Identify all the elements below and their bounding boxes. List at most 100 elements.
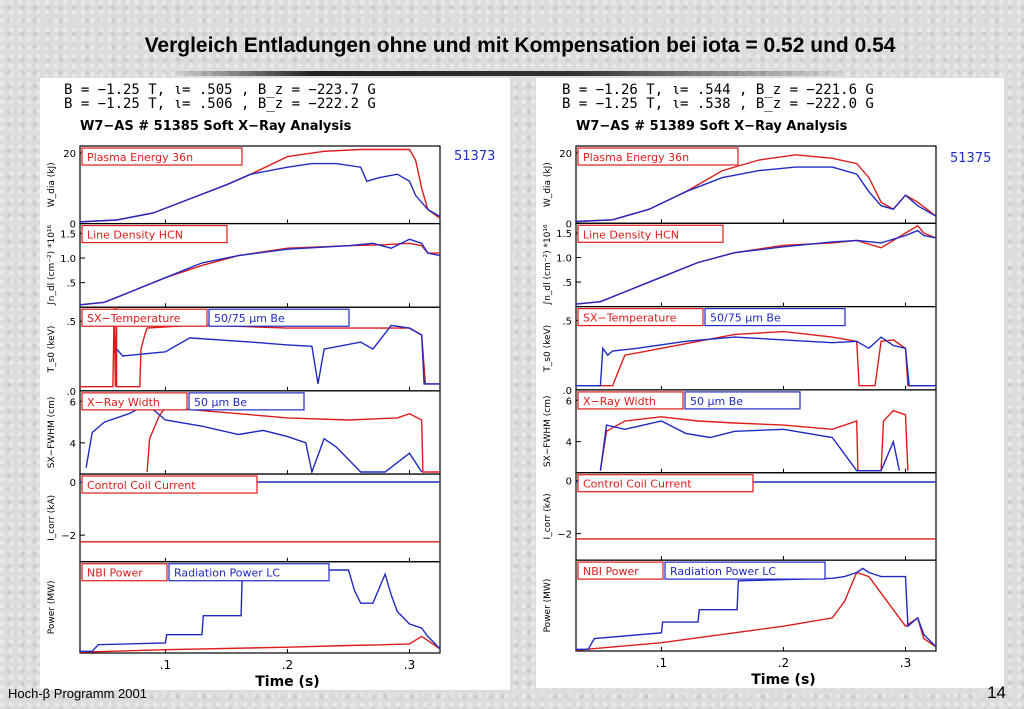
legend-box	[577, 147, 739, 166]
x-tick-label: .1	[160, 658, 171, 672]
y-axis-label: I_corr (kA)	[543, 493, 553, 539]
y-tick-label: .5	[562, 278, 572, 289]
chart-51389: B = −1.26 T, ι= .544 , B_z = −221.6 GB =…	[543, 82, 991, 688]
legend-box	[81, 475, 258, 494]
series-blue-line	[576, 567, 937, 650]
subplot-frame	[79, 561, 441, 654]
y-tick-label: .0	[562, 386, 572, 397]
legend-box	[81, 563, 168, 582]
legend-label: NBI Power	[87, 567, 143, 580]
subplot-6: Power (MW) NBI Power Radiation Power LC	[47, 561, 441, 654]
y-axis-label: T_s0 (keV)	[543, 325, 553, 373]
legend-box	[577, 224, 724, 243]
y-tick-label: −2	[61, 531, 76, 542]
legend-label: 50/75 μm Be	[214, 312, 285, 325]
title-underline	[180, 71, 842, 76]
x-tick-label: .1	[656, 656, 667, 670]
subplot-3: .0 .5 T_s0 (keV) SX−Temperature 50/75 μm Be	[543, 305, 937, 397]
chart-51385: B = −1.25 T, ι= .505 , B_z = −223.7 GB =…	[47, 82, 495, 690]
legend-label: 50 μm Be	[690, 395, 743, 408]
legend-label: X−Ray Width	[87, 396, 160, 409]
series-blue-line	[599, 420, 901, 472]
legend-label: Control Coil Current	[87, 479, 196, 492]
y-tick-label: .5	[66, 279, 76, 290]
legend-label: SX−Temperature	[87, 312, 181, 325]
legend-label: Plasma Energy 36n	[583, 151, 689, 164]
y-axis-label: SX−FWHM (cm)	[543, 396, 553, 468]
legend-label: Radiation Power LC	[670, 565, 776, 578]
y-axis-label: ∫n_dl (cm⁻²) *10¹⁶	[543, 224, 553, 305]
series-blue-line	[85, 406, 423, 475]
y-tick-label: 1.0	[556, 254, 572, 265]
subplot-3: .0 .5 T_s0 (keV) SX−Temperature 50/75 μm Be	[47, 306, 441, 398]
series-blue-line	[575, 166, 937, 223]
subplot-2: .5 1.0 1.5∫n_dl (cm⁻²) *10¹⁶ Line Density H…	[47, 222, 441, 308]
y-tick-label: 20	[559, 149, 572, 160]
header-line: B = −1.25 T, ι= .506 , B_z = −222.2 G	[64, 96, 376, 112]
subplot-6: Power (MW) NBI Power Radiation Power LC	[543, 559, 937, 652]
y-tick-label: 4	[70, 439, 76, 450]
footer-text: Hoch-β Programm 2001	[8, 686, 147, 701]
y-tick-label: .0	[66, 387, 76, 398]
series-blue-line	[79, 162, 441, 223]
legend-box	[188, 392, 305, 411]
legend-box	[577, 474, 754, 493]
legend-label: Line Density HCN	[583, 228, 679, 241]
legend-box	[577, 307, 704, 327]
subplot-4: 4 6 SX−FWHM (cm) X−Ray Width 50 μm Be	[47, 390, 441, 475]
legend-box	[168, 563, 330, 582]
legend-label: Radiation Power LC	[174, 567, 280, 580]
y-tick-label: 1.5	[556, 229, 572, 240]
y-tick-label: 0	[566, 477, 572, 488]
legend-box	[81, 308, 208, 327]
subplot-5: −2 0 I_corr (kA) Control Coil Current	[47, 473, 441, 563]
y-tick-label: 0	[566, 219, 572, 230]
header-line: B = −1.25 T, ι= .538 , B_z = −222.0 G	[562, 96, 874, 112]
series-blue-line	[576, 336, 936, 387]
y-tick-label: .5	[66, 317, 76, 328]
x-axis-label: Time (s)	[255, 674, 319, 690]
y-axis-label: I_corr (kA)	[47, 495, 57, 541]
y-tick-label: 20	[63, 149, 76, 160]
y-axis-label: Power (MW)	[543, 579, 553, 633]
legend-label: 50 μm Be	[194, 396, 247, 409]
y-tick-label: 1.0	[60, 254, 76, 265]
page-number: 14	[987, 683, 1006, 702]
subplot-2: .5 1.0 1.5∫n_dl (cm⁻²) *10¹⁶ Line Density H…	[543, 222, 937, 308]
legend-label: 50/75 μm Be	[710, 312, 781, 325]
series-blue-line	[79, 238, 441, 306]
y-tick-label: 6	[70, 397, 76, 408]
y-tick-label: .5	[562, 316, 572, 327]
subplot-frame	[575, 559, 937, 652]
legend-box	[81, 147, 243, 166]
series-blue-line	[80, 569, 441, 652]
series-red-line	[146, 406, 440, 473]
series-blue-line	[116, 324, 440, 385]
legend-box	[577, 561, 664, 580]
x-tick-label: .3	[900, 656, 911, 670]
legend-box	[208, 308, 350, 327]
subplot-1: 0 20 W_dia (kJ) Plasma Energy 36n	[543, 145, 937, 230]
slide-title: Vergleich Entladungen ohne und mit Kompe…	[144, 34, 896, 57]
legend-label: NBI Power	[583, 565, 639, 578]
legend-box	[81, 392, 188, 411]
legend-box	[704, 307, 846, 327]
x-tick-label: .2	[282, 658, 293, 672]
y-axis-label: ∫n_dl (cm⁻²) *10¹⁶	[47, 224, 57, 305]
legend-box	[664, 561, 826, 580]
legend-box	[577, 391, 684, 410]
series-blue-line	[575, 229, 937, 305]
subplot-1: 0 20 W_dia (kJ) Plasma Energy 36n	[47, 145, 441, 231]
series-red-line	[575, 571, 937, 651]
y-tick-label: 1.5	[60, 229, 76, 240]
legend-box	[684, 391, 801, 410]
y-axis-label: W_dia (kJ)	[543, 162, 553, 207]
y-tick-label: 6	[566, 396, 572, 407]
legend-label: X−Ray Width	[583, 395, 656, 408]
subplot-4: 4 6 SX−FWHM (cm) X−Ray Width 50 μm Be	[543, 389, 937, 474]
header-line: B = −1.25 T, ι= .505 , B_z = −223.7 G	[64, 82, 376, 98]
x-axis-label: Time (s)	[751, 672, 815, 688]
series-red-line	[79, 635, 441, 653]
